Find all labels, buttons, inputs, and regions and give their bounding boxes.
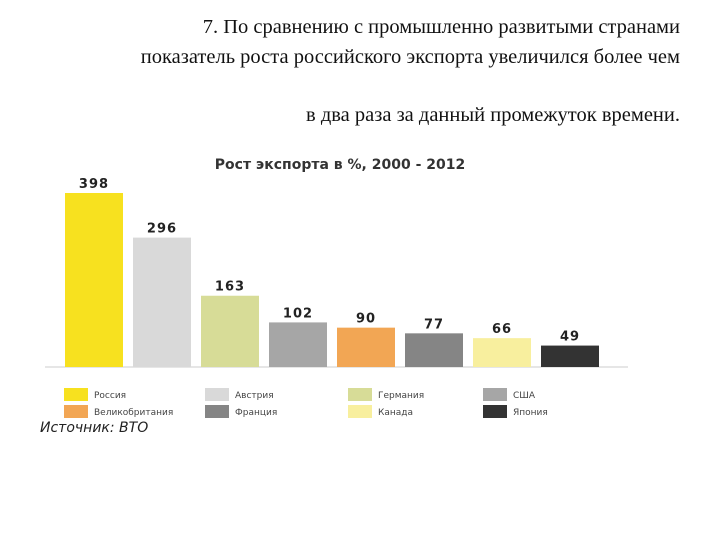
- bar-value-label-3: 163: [215, 280, 245, 295]
- bar-1: [65, 193, 123, 367]
- bar-value-label-1: 398: [79, 177, 109, 192]
- legend-swatch-2: [205, 388, 229, 401]
- bar-value-label-4: 102: [283, 306, 313, 321]
- legend-swatch-3: [348, 388, 372, 401]
- legend-label-2: Австрия: [235, 391, 274, 401]
- bar-value-label-7: 66: [492, 322, 512, 337]
- legend-swatch-1: [64, 388, 88, 401]
- legend-swatch-8: [483, 405, 507, 418]
- bar-value-label-2: 296: [147, 222, 177, 237]
- bar-8: [541, 345, 599, 367]
- legend-label-4: США: [513, 391, 536, 401]
- legend-swatch-7: [348, 405, 372, 418]
- legend-swatch-4: [483, 388, 507, 401]
- legend-swatch-6: [205, 405, 229, 418]
- legend-swatch-5: [64, 405, 88, 418]
- bar-5: [337, 327, 395, 367]
- bar-7: [473, 338, 531, 367]
- slide-heading: 7. По сравнению с промышленно развитыми …: [30, 12, 680, 130]
- bar-2: [133, 237, 191, 367]
- legend-label-1: Россия: [94, 391, 126, 401]
- heading-line-1: 7. По сравнению с промышленно развитыми …: [202, 16, 680, 38]
- legend-label-6: Франция: [235, 408, 277, 418]
- bar-3: [201, 295, 259, 367]
- bar-value-label-5: 90: [356, 312, 376, 327]
- heading-line-3: в два раза за данный промежуток времени.: [306, 104, 680, 126]
- legend-label-7: Канада: [378, 408, 413, 418]
- bar-6: [405, 333, 463, 367]
- bar-value-label-6: 77: [424, 317, 444, 332]
- source-note: Источник: ВТО: [40, 420, 149, 436]
- heading-line-2: показатель роста российского экспорта ув…: [140, 46, 680, 68]
- chart-title: Рост экспорта в %, 2000 - 2012: [215, 157, 465, 173]
- bars-group: 398 296 163 102 90 77 66 49: [65, 177, 599, 367]
- legend-label-5: Великобритания: [94, 408, 173, 418]
- legend-label-3: Германия: [378, 391, 424, 401]
- bar-value-label-8: 49: [560, 330, 580, 345]
- legend-label-8: Япония: [513, 408, 548, 418]
- legend: Россия Австрия Германия США Великобритания Фр…: [64, 388, 548, 418]
- bar-4: [269, 322, 327, 367]
